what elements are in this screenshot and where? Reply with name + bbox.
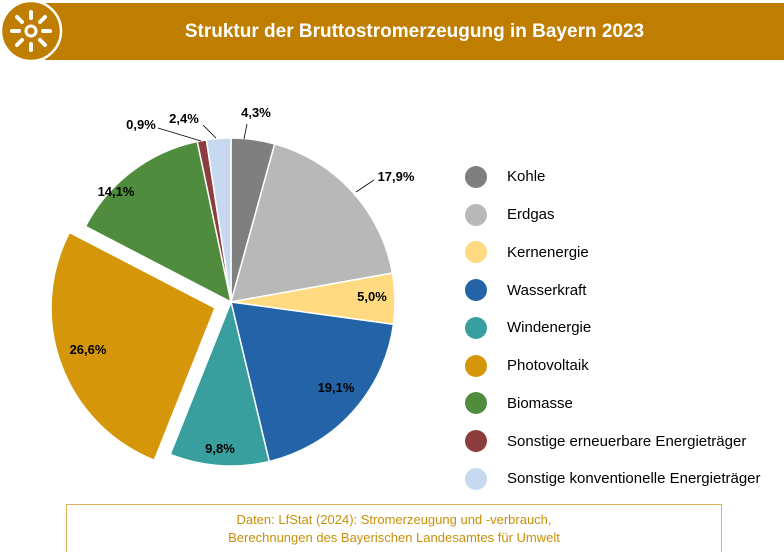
legend-label: Photovoltaik (507, 357, 589, 375)
legend-item: Sonstige konventionelle Energieträger (465, 460, 761, 498)
source-line-1: Daten: LfStat (2024): Stromerzeugung und… (236, 512, 552, 527)
legend-item: Kernenergie (465, 234, 761, 272)
pie-slice-photovoltaik (50, 231, 217, 462)
legend-marker (465, 316, 487, 339)
legend-label: Biomasse (507, 394, 573, 412)
legend-marker (465, 430, 487, 453)
pie-slice-sonstige-konventionelle-energietr-ger (205, 137, 232, 303)
legend-item: Erdgas (465, 196, 761, 234)
header-bar (45, 3, 784, 60)
legend-label: Kohle (507, 168, 546, 186)
source-line-2: Berechnungen des Bayerischen Landesamtes… (228, 530, 560, 545)
data-label: 14,1% (98, 184, 135, 199)
legend-marker (465, 279, 487, 302)
data-label: 5,0% (357, 289, 387, 304)
legend: Kohle Erdgas Kernenergie Wasserkraft Windene… (465, 158, 761, 498)
legend-label: Kernenergie (507, 243, 589, 261)
legend-label: Windenergie (507, 319, 592, 337)
legend-label: Wasserkraft (507, 281, 587, 299)
legend-label: Sonstige erneuerbare Energieträger (507, 432, 747, 450)
data-label: 9,8% (205, 441, 235, 456)
pie-slice-wasserkraft (230, 301, 395, 463)
legend-item: Biomasse (465, 385, 761, 423)
pie-slice-biomasse (84, 140, 233, 304)
pie-slice-erdgas (229, 143, 394, 303)
legend-item: Wasserkraft (465, 271, 761, 309)
legend-marker (465, 241, 487, 264)
legend-marker (465, 392, 487, 415)
legend-marker (465, 354, 487, 377)
leader-line (157, 127, 202, 142)
data-label: 26,6% (70, 342, 107, 357)
legend-marker (465, 165, 487, 188)
legend-label: Erdgas (507, 206, 555, 224)
legend-item: Windenergie (465, 309, 761, 347)
data-label: 2,4% (169, 111, 199, 126)
sun-logo-icon (0, 0, 63, 63)
source-box: Daten: LfStat (2024): Stromerzeugung und… (66, 504, 722, 552)
pie-slice-windenergie (169, 299, 271, 467)
legend-item: Kohle (465, 158, 761, 196)
legend-label: Sonstige konventionelle Energieträger (507, 470, 761, 488)
data-label: 19,1% (318, 380, 355, 395)
pie-chart: 4,3% 17,9% 5,0% 19,1% 9,8% 26,6% 14,1% 0,9% 2,4% (50, 105, 415, 467)
leader-line (243, 123, 248, 140)
data-label: 17,9% (378, 169, 415, 184)
leader-line (355, 179, 375, 193)
data-label: 0,9% (126, 117, 156, 132)
legend-marker (465, 467, 487, 490)
leader-line (202, 124, 217, 139)
legend-marker (465, 203, 487, 226)
chart-title: Struktur der Bruttostromerzeugung in Bay… (184, 21, 645, 42)
legend-item: Sonstige erneuerbare Energieträger (465, 422, 761, 460)
legend-item: Photovoltaik (465, 347, 761, 385)
data-label: 4,3% (241, 105, 271, 120)
